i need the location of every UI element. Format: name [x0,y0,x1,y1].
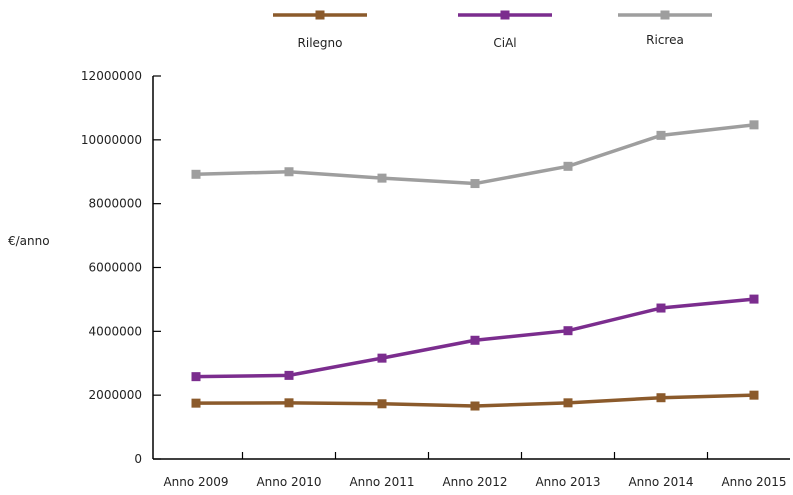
legend-item: CiAl [458,10,552,50]
data-point [563,161,573,171]
data-point [284,398,294,408]
y-tick-label: 2000000 [89,388,142,402]
data-point [284,370,294,380]
data-point [470,401,480,411]
data-point [470,179,480,189]
data-point [563,326,573,336]
series-rilegno [191,390,759,411]
data-point [191,372,201,382]
data-point [377,173,387,183]
data-point [656,393,666,403]
legend-label: Rilegno [298,36,343,50]
data-point [749,120,759,130]
x-tick-label: Anno 2011 [349,475,414,489]
series-line [195,123,755,186]
data-point [284,167,294,177]
x-tick-label: Anno 2013 [535,475,600,489]
legend-label: CiAl [493,36,516,50]
data-point [656,303,666,313]
y-tick-label: 8000000 [89,197,142,211]
series-ricrea [191,120,759,189]
data-point [749,390,759,400]
x-tick-label: Anno 2010 [256,475,321,489]
y-tick-label: 4000000 [89,324,142,338]
x-tick-label: Anno 2012 [442,475,507,489]
y-tick-label: 0 [134,452,142,466]
series-layer [191,120,759,411]
legend-swatch-marker [315,10,325,20]
y-tick-label: 10000000 [81,133,142,147]
series-cial [191,294,759,382]
y-tick-label: 6000000 [89,261,142,275]
data-point [470,335,480,345]
axes: 0 2000000 4000000 6000000 8000000 10000000 120… [81,69,790,489]
legend-swatch-marker [500,10,510,20]
legend-swatch-marker [660,10,670,20]
data-point [191,398,201,408]
data-point [656,130,666,140]
x-tick-label: Anno 2014 [628,475,693,489]
data-point [749,294,759,304]
data-point [563,398,573,408]
y-axis-title: €/anno [8,234,50,248]
x-tick-label: Anno 2015 [721,475,786,489]
data-point [377,353,387,363]
legend-label: Ricrea [646,33,684,47]
data-point [377,399,387,409]
legend-item: Ricrea [618,10,712,47]
legend: Rilegno CiAl Ricrea [273,10,712,50]
y-tick-label: 12000000 [81,69,142,83]
x-tick-label: Anno 2009 [163,475,228,489]
data-point [191,169,201,179]
legend-item: Rilegno [273,10,367,50]
